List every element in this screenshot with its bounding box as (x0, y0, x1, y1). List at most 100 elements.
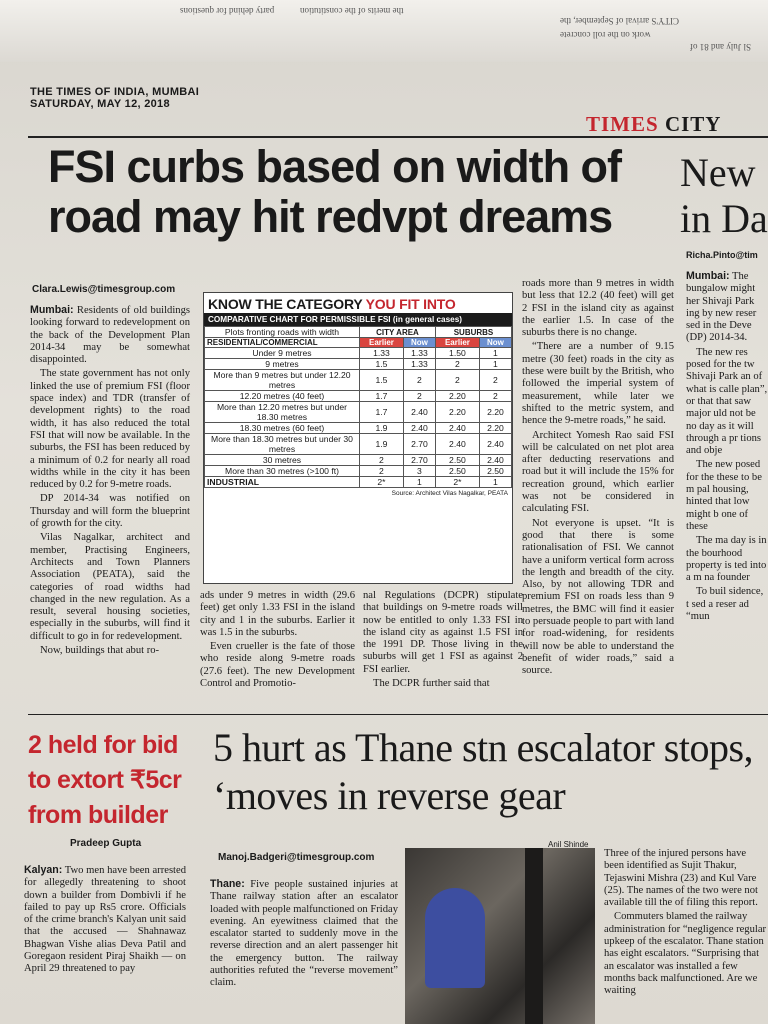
table-row: 9 metres 1.5 1.33 2 1 (204, 358, 513, 370)
chart-title-b: YOU FIT INTO (365, 296, 456, 312)
escalator-column-1: Thane: Five people sustained injuries at… (210, 878, 398, 1024)
extortion-byline: Pradeep Gupta (70, 838, 142, 849)
strip-line: party dehind for questions (180, 6, 275, 16)
row-value: 1.9 (359, 433, 404, 455)
paragraph: To buil sidence, t sed a reser ad “mun (686, 586, 764, 623)
masthead: THE TIMES OF INDIA, MUMBAI SATURDAY, MAY… (30, 86, 199, 110)
paragraph: Two men have been arrested for allegedly… (24, 865, 186, 975)
escalator-photo (405, 848, 595, 1024)
row-label: More than 18.30 metres but under 30 metr… (204, 433, 360, 455)
row-label: 9 metres (204, 358, 360, 370)
escalator-headline: 5 hurt as Thane stn escalator stops, ‘mo… (213, 725, 754, 818)
escalator-byline: Manoj.Badgeri@timesgroup.com (218, 852, 375, 863)
table-row: 30 metres 2 2.70 2.50 2.40 (204, 454, 513, 466)
strip-line: work on the roll concrete (560, 30, 651, 40)
fsi-table: Plots fronting roads with width CITY ARE… (204, 326, 513, 488)
row-value: 1 (478, 347, 513, 359)
paragraph: Now, buildings that abut ro- (40, 645, 160, 657)
row-value: 1.33 (402, 358, 436, 370)
row-value: 2.40 (434, 422, 480, 434)
paragraph: Architect Yomesh Rao said FSI will be ca… (522, 429, 674, 515)
head-label: Plots fronting roads with width (204, 326, 360, 338)
table-subhead-row: RESIDENTIAL/COMMERCIAL Earlier Now Earli… (204, 337, 513, 348)
escalator-rail (525, 848, 543, 1024)
table-row: 12.20 metres (40 feet) 1.7 2 2.20 2 (204, 390, 513, 402)
side-column: Mumbai: The bungalow might her Shivaji P… (686, 270, 768, 710)
head-suburbs: SUBURBS (434, 326, 513, 338)
paragraph: Not everyone is upset. “It is good that … (522, 517, 674, 677)
section-brand: TIMES (586, 112, 659, 136)
paragraph: “There are a number of 9.15 metre (30 fe… (522, 341, 674, 427)
paragraph: Even crueller is the fate of those who r… (200, 641, 355, 690)
row-value: 2.50 (478, 465, 513, 477)
row-value: 1 (402, 476, 436, 488)
paragraph: Residents of old buildings looking forwa… (30, 305, 190, 366)
table-row: 18.30 metres (60 feet) 1.9 2.40 2.40 2.20 (204, 422, 513, 434)
paragraph: Commuters blamed the railway administrat… (604, 911, 767, 997)
table-row: More than 18.30 metres but under 30 metr… (204, 433, 513, 455)
row-label: More than 30 metres (>100 ft) (204, 465, 360, 477)
row-value: 2 (434, 369, 480, 391)
photo-credit: Anil Shinde (548, 840, 589, 849)
table-row: More than 12.20 metres but under 18.30 m… (204, 401, 513, 423)
row-value: 2.70 (402, 433, 436, 455)
main-column-3: nal Regulations (DCPR) stipulate that bu… (363, 590, 523, 692)
row-value: 1.5 (359, 369, 404, 391)
row-value: 2* (359, 476, 404, 488)
row-value: 1.7 (359, 401, 404, 423)
paragraph: The state government has not only linked… (30, 368, 190, 491)
paragraph: nal Regulations (DCPR) stipulate that bu… (363, 590, 523, 675)
row-label: INDUSTRIAL (204, 476, 360, 488)
fsi-chart-box: KNOW THE CATEGORY YOU FIT INTO COMPARATI… (203, 292, 513, 584)
row-value: 1.5 (359, 358, 404, 370)
section-title: TIMES CITY (586, 112, 721, 137)
row-value: 2.40 (478, 433, 513, 455)
earlier-label: Earlier (434, 337, 480, 348)
table-row: INDUSTRIAL 2* 1 2* 1 (204, 476, 513, 488)
extortion-headline: 2 held for bid to extort ₹5cr from build… (28, 731, 182, 829)
dateline: Mumbai: (686, 270, 730, 282)
main-byline: Clara.Lewis@timesgroup.com (32, 284, 176, 295)
dateline: Thane: (210, 878, 245, 890)
table-row: Under 9 metres 1.33 1.33 1.50 1 (204, 347, 513, 359)
paragraph: Vilas Nagalkar, architect and member, Pr… (30, 532, 190, 642)
paper-date: SATURDAY, MAY 12, 2018 (30, 98, 170, 110)
earlier-label: Earlier (359, 337, 404, 348)
now-label: Now (402, 337, 436, 348)
row-value: 2 (434, 358, 480, 370)
paragraph: ads under 9 metres in width (29.6 feet) … (200, 590, 355, 638)
chart-title: KNOW THE CATEGORY YOU FIT INTO (204, 293, 512, 313)
row-value: 2 (478, 390, 513, 402)
paragraph: DP 2014-34 was notified on Thursday and … (30, 493, 190, 530)
row-value: 1.33 (359, 347, 404, 359)
row-value: 2* (434, 476, 480, 488)
row-value: 2.70 (402, 454, 436, 466)
row-value: 2.20 (434, 401, 480, 423)
row-value: 1 (478, 358, 513, 370)
fsi-rows: Under 9 metres 1.33 1.33 1.50 1 9 metres 1.5 1.… (204, 347, 513, 488)
section-rule (28, 714, 768, 715)
side-headline: New in Da (680, 150, 768, 241)
table-row: More than 30 metres (>100 ft) 2 3 2.50 2.50 (204, 465, 513, 477)
paragraph: The ma day is in the bourhood property i… (686, 535, 767, 584)
paper-name: THE TIMES OF INDIA, MUMBAI (30, 86, 200, 98)
row-value: 2.40 (434, 433, 480, 455)
row-label: Under 9 metres (204, 347, 360, 359)
row-value: 2 (359, 454, 404, 466)
paragraph: The new res posed for the tw Shivaji Par… (686, 346, 768, 457)
table-head-row: Plots fronting roads with width CITY ARE… (204, 326, 513, 338)
dateline: Mumbai: (30, 304, 74, 316)
main-column-2: ads under 9 metres in width (29.6 feet) … (200, 590, 355, 692)
strip-line: the merits of the constitution (300, 6, 404, 16)
row-value: 2.50 (434, 465, 480, 477)
row-value: 1 (478, 476, 513, 488)
side-byline: Richa.Pinto@tim (686, 250, 758, 260)
row-value: 3 (402, 465, 436, 477)
row-value: 2.50 (434, 454, 480, 466)
row-label: More than 9 metres but under 12.20 metre… (204, 369, 360, 391)
paragraph: The bungalow might her Shivaji Park ing … (686, 271, 757, 344)
dateline: Kalyan: (24, 864, 63, 876)
row-value: 2.20 (434, 390, 480, 402)
paragraph: Five people sustained injuries at Thane … (210, 879, 398, 989)
